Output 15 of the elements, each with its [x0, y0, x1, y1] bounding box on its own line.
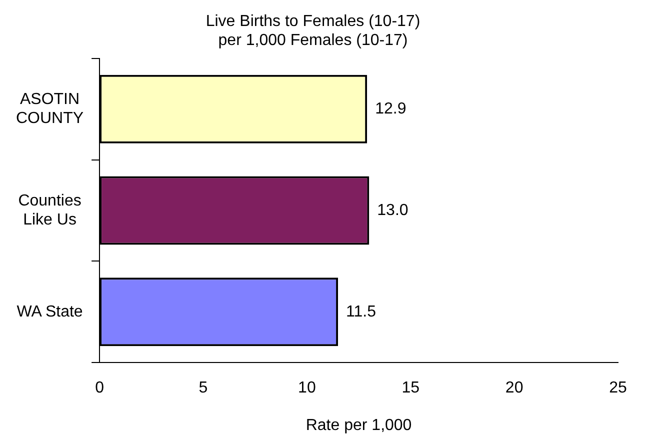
data-label: 13.0	[377, 202, 408, 219]
x-tick-label: 0	[95, 380, 104, 397]
x-axis-title: Rate per 1,000	[306, 416, 412, 434]
data-label: 12.9	[375, 100, 406, 118]
chart-subtitle: per 1,000 Females (10-17)	[218, 32, 408, 50]
y-tick-label: ASOTIN COUNTY	[16, 90, 84, 128]
x-tick-label: 5	[198, 380, 208, 397]
data-label: 11.5	[346, 303, 376, 320]
y-tick-label: WA State	[16, 303, 83, 320]
chart-title: Live Births to Females (10-17)	[206, 13, 420, 30]
x-tick-label: 15	[402, 380, 420, 397]
x-tick-label: 25	[609, 380, 627, 397]
x-tick-label: 10	[298, 380, 316, 397]
y-tick-label: Counties Like Us	[18, 192, 82, 229]
x-tick-label: 20	[505, 380, 524, 397]
